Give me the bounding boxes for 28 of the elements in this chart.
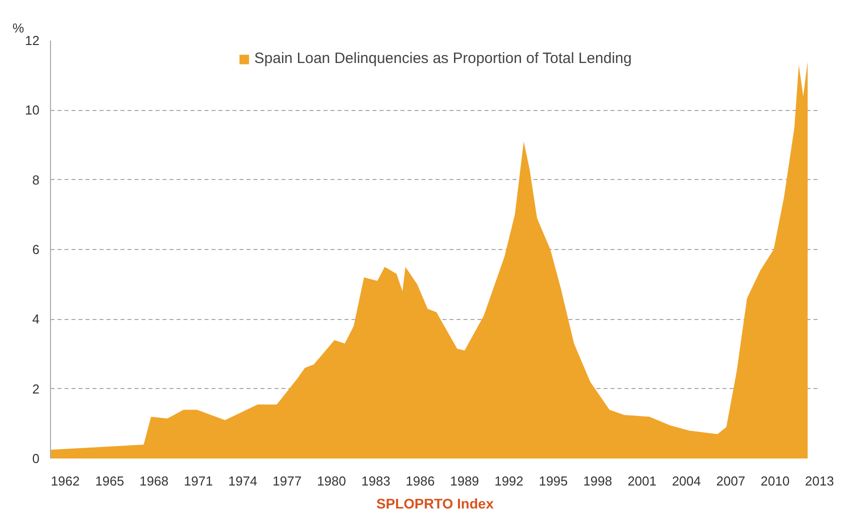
x-tick-label: 1983 <box>361 474 390 488</box>
x-tick-label: 1995 <box>538 474 568 488</box>
x-tick-label: 2001 <box>628 474 656 488</box>
legend-label: Spain Loan Delinquencies as Proportion of Total Lending <box>254 50 632 67</box>
y-tick-label: 2 <box>32 381 40 396</box>
x-tick-label: 1968 <box>140 474 168 488</box>
x-tick-label: 1962 <box>50 474 80 488</box>
x-tick-label: 2007 <box>716 474 746 488</box>
text: SPLOPRTO Index <box>376 496 494 512</box>
x-tick-label: 1992 <box>494 474 524 488</box>
x-tick-label: 1989 <box>450 474 480 488</box>
y-tick-label: 10 <box>25 102 40 118</box>
y-tick-label: 8 <box>32 172 40 188</box>
x-tick-label: 1986 <box>406 474 435 488</box>
y-tick-label: 12 <box>25 33 40 48</box>
x-tick-label: 1977 <box>272 474 302 488</box>
y-tick-label: 6 <box>32 242 40 257</box>
x-tick-label: 2004 <box>672 474 701 488</box>
x-tick-label: 1974 <box>228 474 258 488</box>
x-tick-label: 2010 <box>760 474 790 488</box>
y-tick-label: 4 <box>32 312 40 327</box>
x-tick-label: 1998 <box>583 474 612 488</box>
x-tick-label: 2013 <box>805 474 834 488</box>
y-axis-title: % <box>12 20 24 36</box>
x-tick-label: 1980 <box>317 474 346 488</box>
x-tick-label: 1971 <box>184 474 213 488</box>
y-tick-label: 0 <box>32 451 40 466</box>
x-tick-label: 1965 <box>95 474 124 488</box>
